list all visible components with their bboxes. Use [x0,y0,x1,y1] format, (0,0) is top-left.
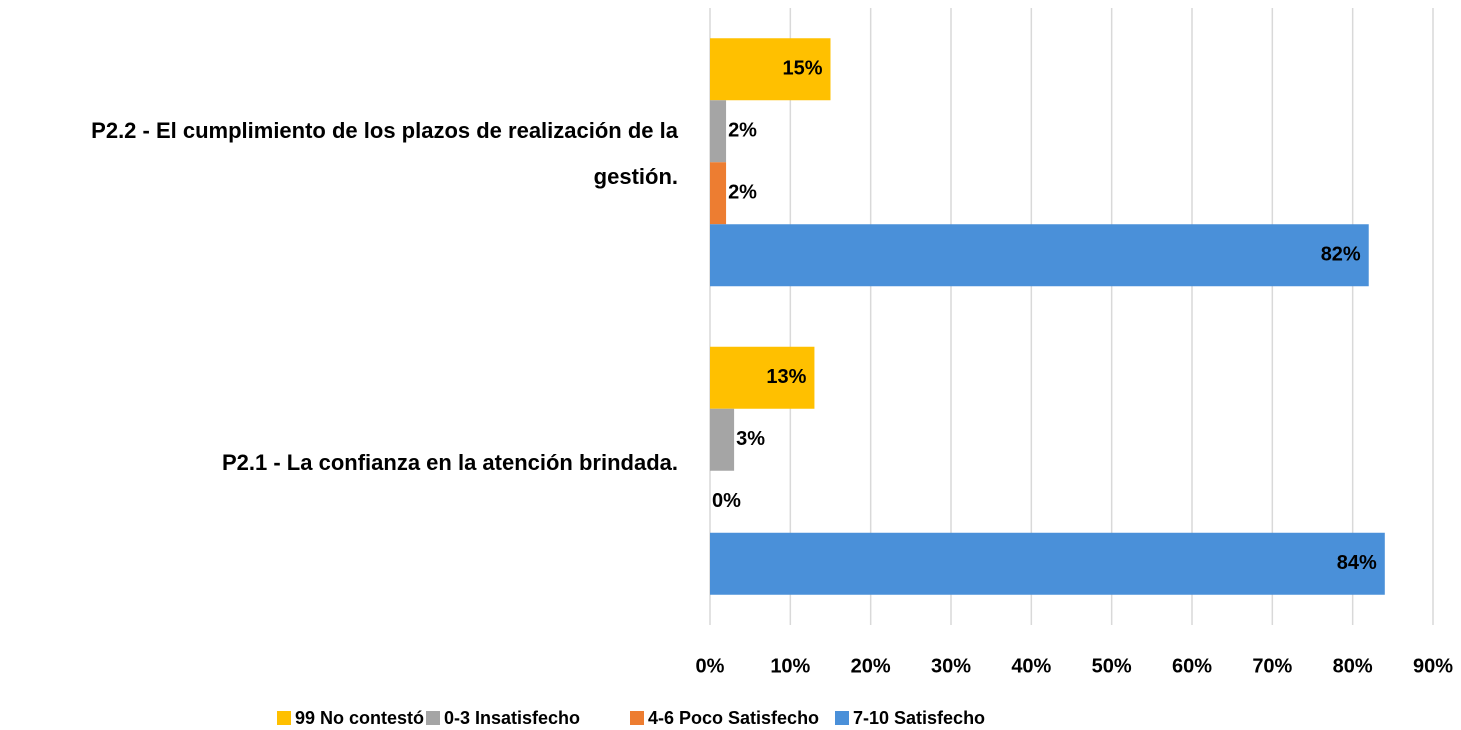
x-tick-label: 60% [1172,655,1212,677]
data-label: 3% [736,428,765,450]
bar [710,100,727,163]
category-label: P2.1 - La confianza en la atención brind… [222,449,678,475]
bar [710,408,735,471]
x-tick-label: 40% [1011,655,1051,677]
bar [710,532,1385,595]
x-tick-label: 80% [1333,655,1373,677]
bar [710,346,815,409]
legend-swatch [630,711,644,725]
legend-swatch [835,711,849,725]
bar [710,224,1369,287]
legend-swatch [426,711,440,725]
x-tick-label: 20% [851,655,891,677]
x-tick-label: 50% [1092,655,1132,677]
x-tick-label: 30% [931,655,971,677]
legend-label: 0-3 Insatisfecho [444,708,580,728]
data-label: 0% [712,490,741,512]
legend-label: 99 No contestó [295,708,424,728]
data-label: 84% [1337,552,1377,574]
legend-label: 7-10 Satisfecho [853,708,985,728]
x-tick-label: 70% [1252,655,1292,677]
data-label: 2% [728,120,757,142]
data-label: 2% [728,182,757,204]
bar [710,162,727,225]
x-tick-label: 90% [1413,655,1453,677]
data-label: 13% [766,366,806,388]
x-tick-label: 0% [696,655,725,677]
legend-label: 4-6 Poco Satisfecho [648,708,819,728]
bar [710,38,831,101]
data-label: 82% [1321,244,1361,266]
legend-swatch [277,711,291,725]
data-label: 15% [782,58,822,80]
category-label: P2.2 - El cumplimiento de los plazos de … [91,118,678,190]
x-tick-label: 10% [770,655,810,677]
